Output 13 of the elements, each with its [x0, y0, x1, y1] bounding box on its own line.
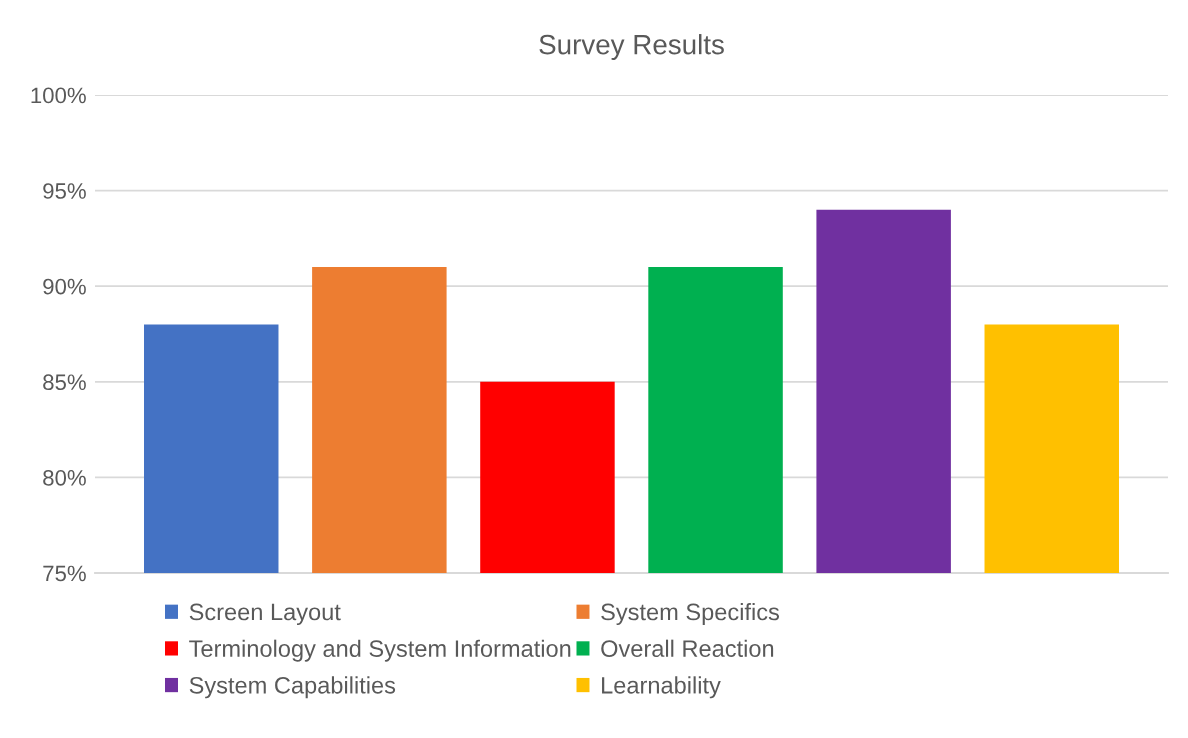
legend-label: Learnability — [602, 676, 721, 699]
y-tick-label: 85% — [43, 374, 86, 391]
legend-label: System Specifics — [601, 603, 780, 626]
chart-title: Survey Results — [539, 34, 724, 60]
legend-label: Overall Reaction — [601, 639, 774, 657]
legend-label: Screen Layout — [189, 603, 341, 626]
y-tick-label: 100% — [31, 87, 86, 104]
legend-label: Terminology and System Information — [189, 639, 571, 662]
legend-label: System Capabilities — [189, 676, 396, 699]
y-tick-label: 95% — [43, 183, 86, 199]
y-tick-label: 75% — [43, 565, 86, 582]
y-tick-label: 90% — [43, 278, 86, 295]
y-tick-label: 80% — [43, 469, 86, 486]
